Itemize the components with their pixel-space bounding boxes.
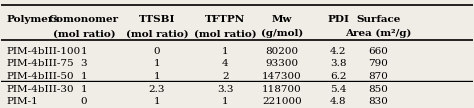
Text: 850: 850 — [368, 85, 388, 94]
Text: PIM-4bIII-100: PIM-4bIII-100 — [6, 47, 81, 56]
Text: Surface: Surface — [356, 15, 401, 24]
Text: 660: 660 — [368, 47, 388, 56]
Text: 1: 1 — [81, 85, 87, 94]
Text: 1: 1 — [81, 72, 87, 81]
Text: 4: 4 — [222, 60, 228, 68]
Text: 2.3: 2.3 — [149, 85, 165, 94]
Text: 2: 2 — [222, 72, 228, 81]
Text: (mol ratio): (mol ratio) — [53, 29, 115, 38]
Text: Comonomer: Comonomer — [49, 15, 119, 24]
Text: PIM-1: PIM-1 — [6, 97, 38, 106]
Text: 0: 0 — [81, 97, 87, 106]
Text: (mol ratio): (mol ratio) — [126, 29, 188, 38]
Text: 1: 1 — [81, 47, 87, 56]
Text: 80200: 80200 — [265, 47, 298, 56]
Text: 93300: 93300 — [265, 60, 298, 68]
Text: 790: 790 — [368, 60, 388, 68]
Text: 5.4: 5.4 — [330, 85, 346, 94]
Text: 3: 3 — [81, 60, 87, 68]
Text: 4.2: 4.2 — [330, 47, 346, 56]
Text: 6.2: 6.2 — [330, 72, 346, 81]
Text: 830: 830 — [368, 97, 388, 106]
Text: PIM-4bIII-50: PIM-4bIII-50 — [6, 72, 74, 81]
Text: 0: 0 — [154, 47, 160, 56]
Text: PDI: PDI — [328, 15, 349, 24]
Text: PIM-4bIII-30: PIM-4bIII-30 — [6, 85, 74, 94]
Text: 4.8: 4.8 — [330, 97, 346, 106]
Text: 1: 1 — [154, 97, 160, 106]
Text: 1: 1 — [222, 47, 228, 56]
Text: TTSBI: TTSBI — [138, 15, 175, 24]
Text: 1: 1 — [154, 72, 160, 81]
Text: Area (m²/g): Area (m²/g) — [345, 29, 411, 38]
Text: Polymers: Polymers — [6, 15, 59, 24]
Text: Mw: Mw — [272, 15, 292, 24]
Text: 3.8: 3.8 — [330, 60, 346, 68]
Text: (mol ratio): (mol ratio) — [194, 29, 256, 38]
Text: 1: 1 — [222, 97, 228, 106]
Text: 1: 1 — [154, 60, 160, 68]
Text: 3.3: 3.3 — [217, 85, 234, 94]
Text: 221000: 221000 — [262, 97, 301, 106]
Text: 870: 870 — [368, 72, 388, 81]
Text: (g/mol): (g/mol) — [261, 29, 303, 38]
Text: TFTPN: TFTPN — [205, 15, 246, 24]
Text: PIM-4bIII-75: PIM-4bIII-75 — [6, 60, 74, 68]
Text: 118700: 118700 — [262, 85, 301, 94]
Text: 147300: 147300 — [262, 72, 301, 81]
